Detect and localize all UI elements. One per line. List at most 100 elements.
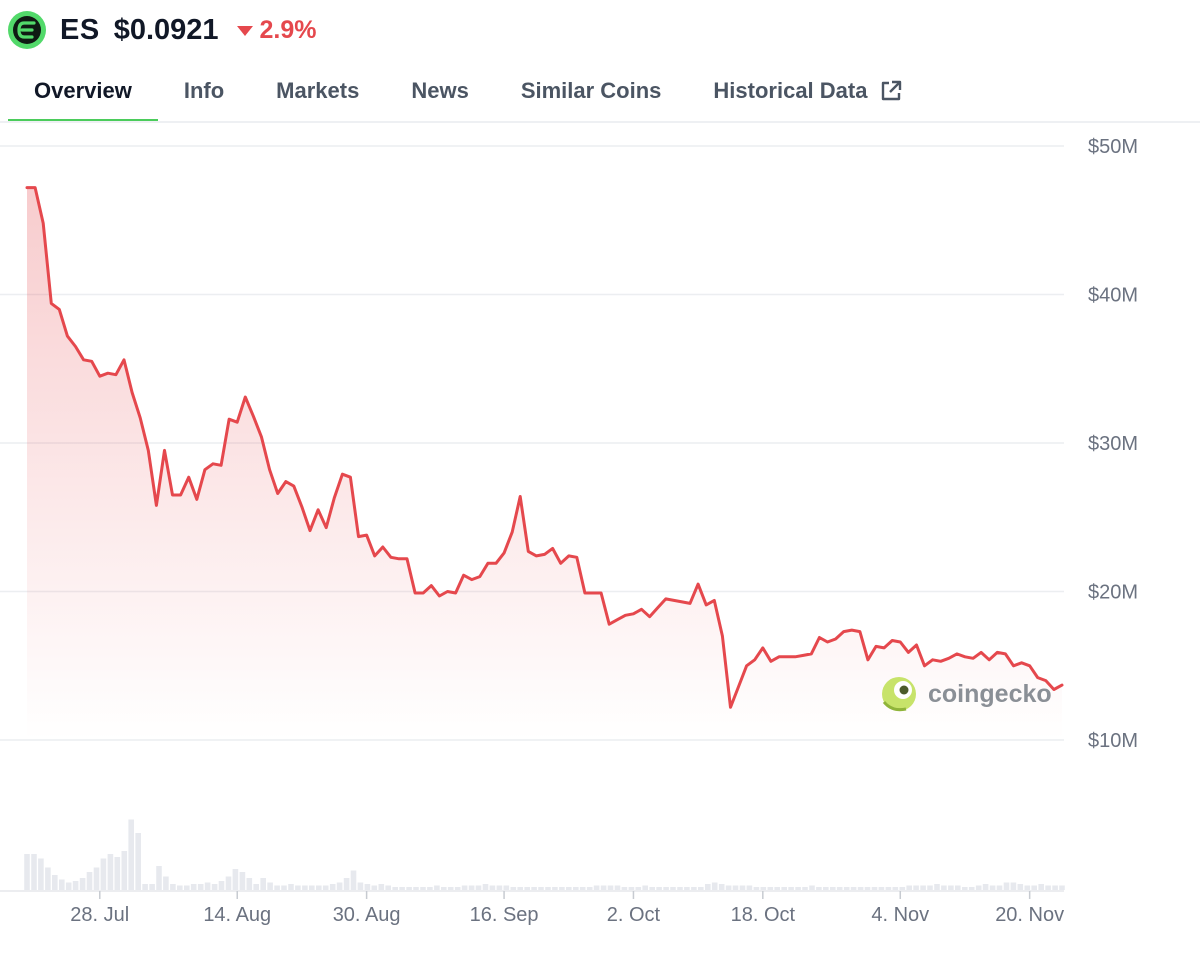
tab-info[interactable]: Info [158,62,250,120]
volume-bar [218,881,225,890]
volume-bar [38,858,44,890]
volume-bar [302,885,308,890]
volume-bar [482,884,489,890]
volume-bar [503,885,510,890]
volume-bars [24,819,1065,890]
tab-info-label: Info [183,78,225,103]
volume-bar [850,887,857,890]
y-tick-label: $50M [1088,136,1138,158]
volume-bar [343,878,350,890]
volume-bar [968,887,975,890]
volume-bar [149,884,155,890]
volume-bar [31,854,37,890]
volume-bar [816,887,822,890]
volume-bar [225,876,232,890]
tab-markets[interactable]: Markets [250,62,385,120]
volume-bar [197,884,204,890]
volume-bar [399,887,405,890]
x-tick-label: 4. Nov [871,904,929,926]
volume-bar [406,887,412,890]
volume-bar [573,887,579,890]
watermark-text: coingecko [928,680,1052,708]
volume-bar [746,885,753,890]
volume-bar [739,885,746,890]
volume-bar [100,858,107,890]
volume-bar [711,882,718,890]
volume-bar [232,869,239,890]
x-tick-label: 18. Oct [731,904,796,926]
volume-bar [899,887,906,890]
volume-bar [413,887,419,890]
volume-bar [59,879,65,890]
volume-bar [1059,885,1065,890]
tab-bar: Overview Info Markets News Similar Coins… [8,62,1200,122]
volume-bar [184,885,190,890]
volume-bar [649,887,655,890]
volume-bar [510,887,517,890]
volume-bar [663,887,669,890]
volume-bar [545,887,551,890]
volume-bar [378,884,385,890]
volume-bar [955,885,961,890]
y-tick-label: $30M [1088,433,1138,455]
volume-bar [1017,884,1024,890]
volume-bar [309,885,315,890]
volume-bar [628,887,635,890]
volume-bar [753,887,760,890]
volume-bar [989,885,996,890]
volume-bar [434,885,440,890]
volume-bar [871,887,878,890]
volume-bar [586,887,593,890]
volume-bar [489,885,496,890]
volume-bar [774,887,780,890]
volume-bar [857,887,864,890]
volume-bar [204,882,211,890]
volume-bar [1003,882,1010,890]
volume-bar [170,884,176,890]
volume-bar [329,884,336,890]
volume-bar [760,887,767,890]
price-area [27,187,1062,741]
volume-bar [975,885,982,890]
x-axis: 28. Jul 14. Aug 30. Aug 16. Sep 2. Oct 18. Oc… [0,890,1064,926]
tab-news[interactable]: News [385,62,494,120]
price-line [25,186,1064,709]
volume-bar [732,885,739,890]
volume-bar [135,833,141,890]
volume-bar [962,887,968,890]
market-cap-chart[interactable]: $50M $40M $30M $20M $10M 28. Jul 14. Aug 30. A… [0,124,1200,956]
volume-bar [114,857,121,890]
volume-bar [913,885,919,890]
volume-bar [1045,885,1051,890]
volume-bar [441,887,447,890]
volume-bar [1031,885,1037,890]
x-tick-label: 16. Sep [470,904,539,926]
volume-bar [260,878,266,890]
volume-bar [1010,882,1017,890]
volume-bar [948,885,954,890]
x-tick-label: 28. Jul [70,904,129,926]
volume-bar [788,887,794,890]
volume-bar [163,876,169,890]
tab-historical-data[interactable]: Historical Data [687,62,929,120]
volume-bar [1052,885,1058,890]
price-change: 2.9% [236,16,317,45]
volume-bar [843,887,850,890]
volume-bar [600,885,607,890]
volume-bar [656,887,662,890]
volume-bar [517,887,523,890]
tab-similar-coins[interactable]: Similar Coins [495,62,688,120]
y-tick-label: $10M [1088,730,1138,752]
volume-bar [885,887,892,890]
tab-overview[interactable]: Overview [8,62,158,122]
volume-bar [24,854,30,890]
volume-bar [385,885,391,890]
volume-bar [239,872,246,890]
volume-bar [295,885,301,890]
volume-bar [468,885,475,890]
x-tick-label: 20. Nov [995,904,1064,926]
volume-bar [552,887,558,890]
volume-bar [691,887,697,890]
x-tick-label: 30. Aug [333,904,401,926]
volume-bar [705,884,711,890]
